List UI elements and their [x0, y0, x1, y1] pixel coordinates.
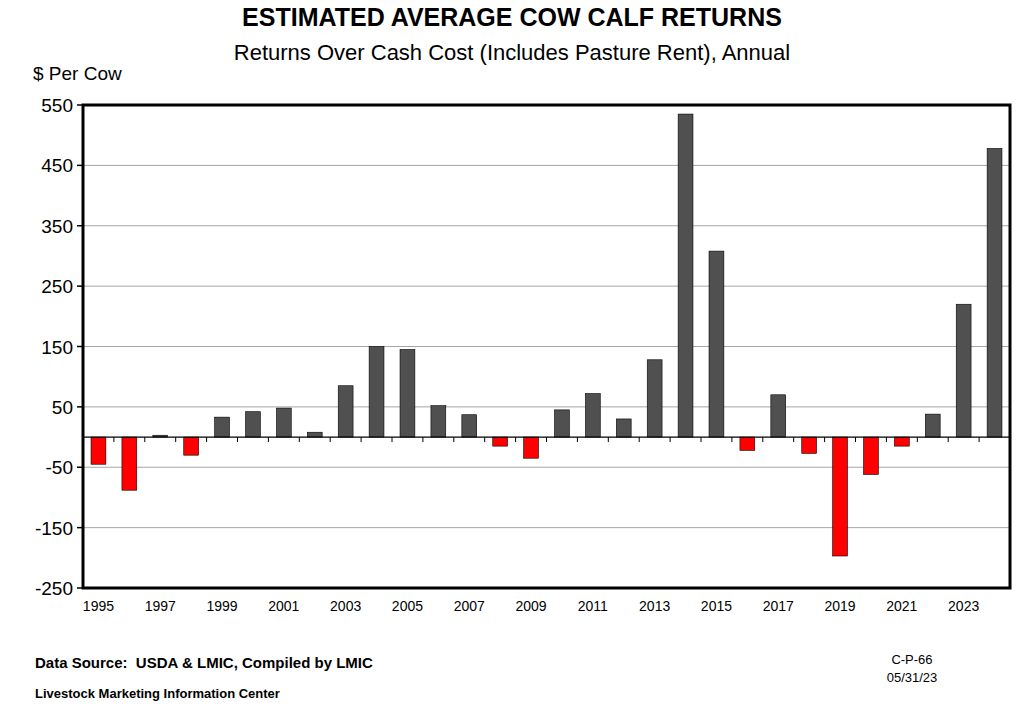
grid-line — [83, 406, 1010, 407]
subtitle: Returns Over Cash Cost (Includes Pasture… — [234, 40, 790, 65]
bar — [462, 415, 477, 437]
bar — [369, 347, 384, 438]
bar — [524, 437, 539, 458]
x-tick-label: 1995 — [83, 598, 114, 614]
bar — [493, 437, 508, 446]
x-tick-label: 2021 — [886, 598, 917, 614]
x-tick-label: 2013 — [639, 598, 670, 614]
bar — [956, 304, 971, 437]
x-tick-label: 2003 — [330, 598, 361, 614]
x-tick — [453, 437, 454, 442]
x-tick — [237, 437, 238, 442]
x-tick — [422, 437, 423, 442]
x-tick-label: 1999 — [206, 598, 237, 614]
source-note: Data Source: USDA & LMIC, Compiled by LM… — [35, 654, 373, 671]
x-tick — [917, 437, 918, 442]
y-tick-label: -50 — [46, 457, 73, 478]
bar — [802, 437, 817, 453]
bar — [987, 148, 1002, 437]
y-tick-label: -250 — [35, 578, 73, 599]
x-tick — [639, 437, 640, 442]
x-tick — [886, 437, 887, 442]
bar — [246, 412, 261, 437]
x-tick — [175, 437, 176, 442]
y-tick-label: 350 — [41, 216, 73, 237]
y-tick-label: 550 — [41, 95, 73, 116]
x-tick — [762, 437, 763, 442]
bar — [555, 410, 570, 437]
bar — [647, 360, 662, 437]
x-tick-label: 1997 — [145, 598, 176, 614]
grid-line — [83, 225, 1010, 226]
bar — [678, 114, 693, 437]
x-tick — [608, 437, 609, 442]
bar — [833, 437, 848, 556]
x-tick — [299, 437, 300, 442]
x-tick-label: 2017 — [763, 598, 794, 614]
x-tick — [577, 437, 578, 442]
bar — [740, 437, 755, 450]
x-tick — [670, 437, 671, 442]
source-org: Livestock Marketing Information Center — [35, 686, 280, 701]
bar — [431, 406, 446, 437]
x-tick — [392, 437, 393, 442]
bar — [585, 394, 600, 437]
x-tick — [979, 437, 980, 442]
x-tick — [793, 437, 794, 442]
bar — [307, 432, 322, 437]
x-tick-label: 2023 — [948, 598, 979, 614]
x-tick-label: 2009 — [515, 598, 546, 614]
y-tick-label: 450 — [41, 155, 73, 176]
bar — [709, 251, 724, 437]
y-tick-label: 150 — [41, 337, 73, 358]
bar — [215, 417, 230, 437]
bar — [276, 408, 291, 437]
bar — [925, 414, 940, 437]
bars — [91, 114, 1002, 556]
grid-line — [83, 165, 1010, 166]
plot-frame — [83, 105, 1010, 588]
x-tick — [824, 437, 825, 442]
x-tick-label: 2011 — [578, 598, 608, 614]
chart-code: C-P-66 — [891, 652, 932, 667]
x-tick — [701, 437, 702, 442]
x-tick — [144, 437, 145, 442]
x-tick-label: 2015 — [701, 598, 732, 614]
title: ESTIMATED AVERAGE COW CALF RETURNS — [242, 3, 782, 31]
x-tick — [484, 437, 485, 442]
grid-line — [83, 346, 1010, 347]
x-tick — [206, 437, 207, 442]
y-axis-label: $ Per Cow — [33, 63, 122, 84]
bar — [122, 437, 137, 490]
bar — [864, 437, 879, 474]
bar — [400, 350, 415, 438]
x-tick — [330, 437, 331, 442]
x-tick — [546, 437, 547, 442]
bar — [338, 386, 353, 437]
x-tick — [731, 437, 732, 442]
bar — [771, 395, 786, 437]
chart: ESTIMATED AVERAGE COW CALF RETURNS Return… — [0, 0, 1023, 712]
x-tick — [515, 437, 516, 442]
bar — [91, 437, 106, 464]
x-tick-label: 2007 — [454, 598, 485, 614]
x-tick-label: 2001 — [268, 598, 299, 614]
bar — [184, 437, 199, 455]
bar — [616, 419, 631, 437]
y-tick-label: -150 — [35, 518, 73, 539]
bar — [894, 437, 909, 446]
chart-date: 05/31/23 — [887, 670, 938, 685]
grid-line — [83, 527, 1010, 528]
x-tick-label: 2005 — [392, 598, 423, 614]
x-tick-label: 2019 — [824, 598, 855, 614]
x-tick — [361, 437, 362, 442]
x-tick — [268, 437, 269, 442]
x-tick — [948, 437, 949, 442]
y-tick-label: 50 — [52, 397, 73, 418]
x-tick — [113, 437, 114, 442]
grid-line — [83, 286, 1010, 287]
x-tick — [855, 437, 856, 442]
y-tick-label: 250 — [41, 276, 73, 297]
